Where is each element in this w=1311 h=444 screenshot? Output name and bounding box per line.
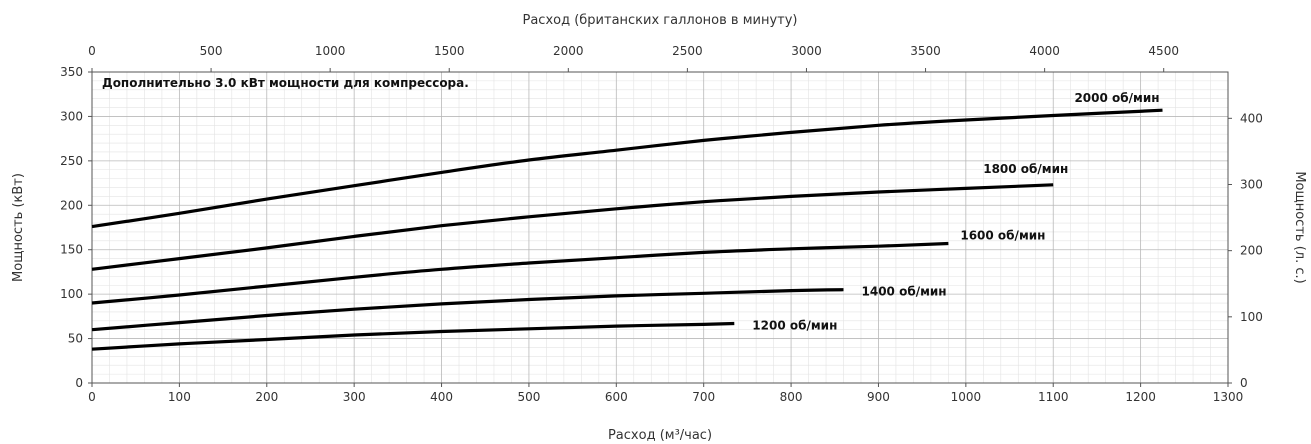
y-tick-label: 300 — [60, 109, 83, 123]
axis-ticks: 0 100 200 300 400 500 600 700 800 900 1000 1100 1200… — [60, 44, 1263, 404]
top-axis-tick-label: 2000 — [553, 44, 584, 58]
x-tick-label: 800 — [780, 390, 803, 404]
curve-labels: 2000 об/мин 1800 об/мин 1600 об/мин 1400 об… — [752, 91, 1159, 332]
x-tick-label: 300 — [343, 390, 366, 404]
right-axis-title: Мощность (л. с.) — [1292, 171, 1307, 283]
y-tick-label: 150 — [60, 243, 83, 257]
y-tick-label: 200 — [60, 198, 83, 212]
y-axis-title: Мощность (кВт) — [11, 173, 26, 282]
x-tick-label: 400 — [430, 390, 453, 404]
x-tick-label: 100 — [168, 390, 191, 404]
x-tick-label: 1100 — [1038, 390, 1069, 404]
series-curve-0 — [91, 108, 1163, 229]
right-axis-tick-label: 200 — [1240, 244, 1263, 258]
y-tick-label: 50 — [68, 332, 83, 346]
plot-area-frame — [91, 71, 1229, 384]
x-tick-label: 200 — [255, 390, 278, 404]
top-axis-tick-label: 4000 — [1029, 44, 1060, 58]
y-tick-label: 0 — [75, 376, 83, 390]
chart-grid — [91, 71, 1229, 384]
series-curve-2 — [91, 241, 949, 305]
series-label-4: 1200 об/мин — [752, 318, 837, 332]
top-axis-tick-label: 2500 — [672, 44, 703, 58]
y-tick-label: 250 — [60, 154, 83, 168]
series-label-1: 1800 об/мин — [983, 162, 1068, 176]
x-tick-label: 0 — [88, 390, 96, 404]
top-axis-tick-label: 1000 — [315, 44, 346, 58]
series-curve-3 — [91, 288, 844, 332]
top-axis-tick-label: 3500 — [910, 44, 941, 58]
top-axis-title: Расход (британских галлонов в минуту) — [522, 13, 797, 28]
series-curve-4 — [91, 321, 735, 351]
x-tick-label: 1000 — [951, 390, 982, 404]
top-axis-tick-label: 3000 — [791, 44, 822, 58]
y-tick-label: 100 — [60, 287, 83, 301]
x-tick-label: 600 — [605, 390, 628, 404]
x-axis-title: Расход (м³/час) — [608, 428, 712, 443]
right-axis-tick-label: 300 — [1240, 177, 1263, 191]
top-axis-tick-label: 1500 — [434, 44, 465, 58]
series-label-3: 1400 об/мин — [862, 285, 947, 299]
right-axis-tick-label: 0 — [1240, 376, 1248, 390]
y-tick-label: 350 — [60, 65, 83, 79]
x-tick-label: 900 — [867, 390, 890, 404]
x-tick-label: 500 — [517, 390, 540, 404]
series-curve-1 — [91, 183, 1054, 271]
curve-series — [91, 108, 1163, 351]
top-axis-tick-label: 4500 — [1148, 44, 1179, 58]
x-tick-label: 700 — [692, 390, 715, 404]
right-axis-tick-label: 400 — [1240, 111, 1263, 125]
top-axis-tick-label: 0 — [88, 44, 96, 58]
x-tick-label: 1300 — [1213, 390, 1244, 404]
top-axis-tick-label: 500 — [200, 44, 223, 58]
x-tick-label: 1200 — [1125, 390, 1156, 404]
series-label-2: 1600 об/мин — [960, 228, 1045, 242]
chart-annotation: Дополнительно 3.0 кВт мощности для компр… — [102, 76, 469, 90]
series-label-0: 2000 об/мин — [1074, 91, 1159, 105]
right-axis-tick-label: 100 — [1240, 310, 1263, 324]
